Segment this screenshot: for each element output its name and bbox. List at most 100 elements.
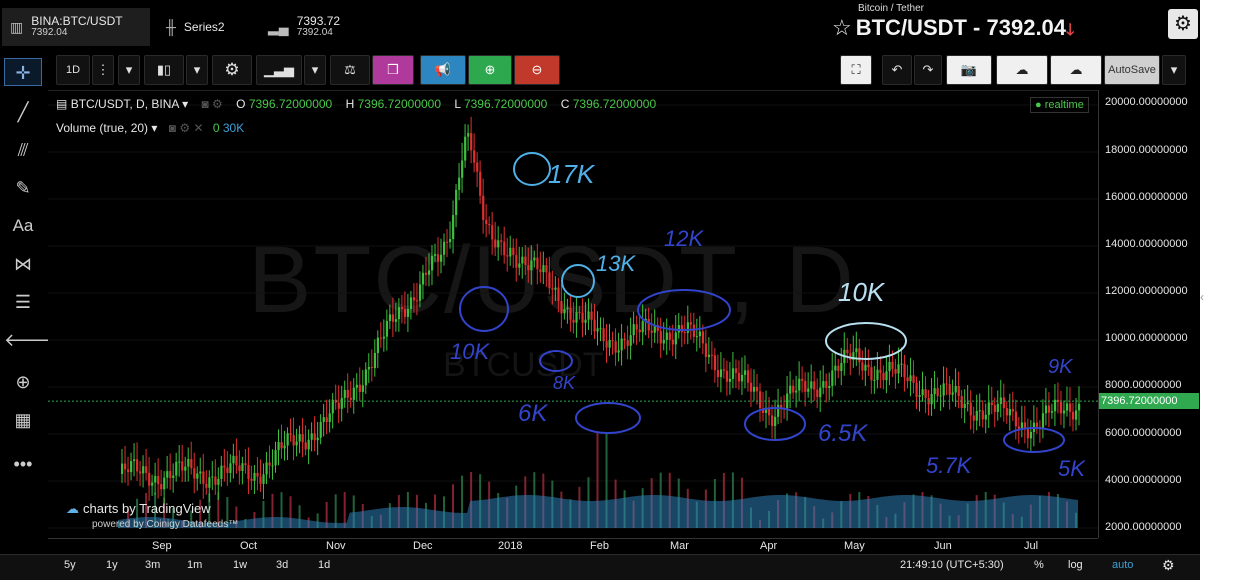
candle-body: [337, 402, 340, 409]
annotation-text: 12K: [664, 226, 704, 251]
candle-body: [446, 241, 449, 243]
fullscreen-icon[interactable]: ⛶: [840, 55, 872, 85]
zoom-icon[interactable]: ⊕: [15, 372, 31, 392]
trend-line-icon[interactable]: ╱: [17, 102, 29, 122]
chart-settings-icon[interactable]: ⚙: [212, 55, 252, 85]
chevron-down-icon[interactable]: ▾: [1162, 55, 1186, 85]
undo-icon[interactable]: ↶: [882, 55, 912, 85]
chevron-down-icon[interactable]: ▾: [151, 121, 158, 135]
percent-toggle[interactable]: %: [1034, 559, 1044, 571]
candle-body: [1002, 397, 1005, 409]
interval-menu-icon[interactable]: ⋮: [92, 55, 114, 85]
candle-body: [719, 369, 723, 378]
tradingview-cloud-icon: ☁: [66, 501, 79, 516]
interval-button[interactable]: 1D: [56, 55, 90, 85]
candle-body: [521, 256, 524, 264]
symbol-watermark: BTC/USDT, D: [248, 227, 856, 333]
range-button[interactable]: 1d: [318, 559, 331, 571]
log-toggle[interactable]: log: [1068, 559, 1083, 571]
candle-body: [545, 265, 548, 273]
volume-settings-icon[interactable]: ◙ ⚙ ✕: [168, 121, 204, 135]
annotation-text: 9K: [1048, 356, 1074, 378]
chart-pane[interactable]: BTC/USDT, D BTCUSDT 17K 12K 13K 10K 10K 9K 8K 6…: [48, 90, 1098, 538]
open-value: 7396.72000000: [248, 97, 333, 111]
range-button[interactable]: 1w: [233, 559, 248, 571]
pattern-icon[interactable]: ⋈: [14, 254, 32, 274]
candle-body: [476, 162, 479, 172]
candle-body: [704, 343, 708, 357]
legend-symbol[interactable]: BTC/USDT, D, BINA: [70, 97, 179, 111]
candle-body: [978, 410, 981, 412]
candle-body: [749, 382, 753, 392]
candle-body: [801, 378, 804, 381]
gear-icon[interactable]: ⚙: [1162, 557, 1175, 573]
buy-up-icon[interactable]: ⊕: [468, 55, 512, 85]
redo-icon[interactable]: ↷: [914, 55, 942, 85]
annotation-circle: [561, 264, 595, 298]
legend-collapse-icon[interactable]: ▤: [56, 97, 68, 111]
cloud-download-icon[interactable]: ☁: [996, 55, 1048, 85]
indicators-icon[interactable]: ▁▃▅: [256, 55, 302, 85]
candle-body: [819, 387, 822, 398]
range-button[interactable]: 3d: [276, 559, 289, 571]
candle-body: [981, 410, 984, 420]
candle-body: [491, 225, 494, 240]
price-label: 16000.00000000: [1105, 191, 1188, 203]
chevron-down-icon[interactable]: ▾: [186, 55, 208, 85]
tradingview-brand[interactable]: ☁ charts by TradingView: [66, 501, 211, 517]
compare-scale-icon[interactable]: ⚖: [330, 55, 370, 85]
auto-toggle[interactable]: auto: [1112, 559, 1134, 571]
candle-body: [199, 471, 202, 474]
candle-body: [891, 361, 894, 369]
more-tools-icon[interactable]: •••: [13, 454, 33, 474]
pitchfork-icon[interactable]: ⫻: [17, 140, 29, 160]
candle-body: [1065, 403, 1069, 411]
price-axis[interactable]: 20000.00000000 18000.00000000 16000.0000…: [1098, 90, 1200, 538]
camera-icon[interactable]: 📷: [946, 55, 992, 85]
annotation-circle: [744, 407, 806, 441]
candle-body: [680, 325, 683, 333]
annotation-text: 6.5K: [818, 420, 868, 447]
legend-settings-icon[interactable]: ◙ ⚙: [201, 97, 223, 111]
chevron-left-icon[interactable]: ‹: [1200, 290, 1204, 304]
chevron-down-icon[interactable]: ▾: [304, 55, 326, 85]
candle-body: [662, 339, 665, 344]
candle-body: [229, 463, 232, 473]
candle-body: [743, 370, 747, 375]
back-arrow-icon[interactable]: 🡐: [4, 330, 53, 350]
candle-body: [587, 311, 590, 320]
star-icon[interactable]: ☆: [832, 15, 852, 40]
autosave-button[interactable]: AutoSave: [1104, 55, 1160, 85]
candle-body: [966, 402, 969, 405]
range-button[interactable]: 1m: [187, 559, 203, 571]
volume-label[interactable]: Volume (true, 20): [56, 121, 149, 135]
measure-icon[interactable]: ☰: [14, 292, 32, 312]
cloud-upload-icon[interactable]: ☁: [1050, 55, 1102, 85]
time-axis[interactable]: Sep Oct Nov Dec 2018 Feb Mar Apr May Jun…: [48, 538, 1098, 554]
candle-body: [789, 385, 792, 394]
range-button[interactable]: 3m: [145, 559, 161, 571]
symbol-tab[interactable]: ▥ BINA:BTC/USDT 7392.04: [2, 8, 150, 46]
quote-tab[interactable]: ▂▄ 7393.72 7392.04: [264, 8, 374, 46]
sell-down-icon[interactable]: ⊖: [514, 55, 560, 85]
series-tab[interactable]: ╫ Series2: [160, 8, 260, 46]
range-button[interactable]: 5y: [64, 559, 76, 571]
chart-type-icon[interactable]: ▮▯: [144, 55, 184, 85]
chevron-down-icon[interactable]: ▾: [118, 55, 140, 85]
ruler-icon[interactable]: ▦: [14, 410, 32, 430]
range-button[interactable]: 1y: [106, 559, 118, 571]
announce-icon[interactable]: 📢: [420, 55, 466, 85]
candle-body: [846, 349, 849, 354]
candle-body: [695, 336, 699, 338]
settings-gear-icon[interactable]: ⚙: [1168, 9, 1198, 39]
chevron-down-icon[interactable]: ▾: [182, 97, 189, 111]
cube-icon[interactable]: ❒: [372, 55, 414, 85]
clock-label[interactable]: 21:49:10 (UTC+5:30): [900, 559, 1004, 571]
crosshair-icon[interactable]: ✛: [4, 58, 42, 86]
annotation-circle: [539, 350, 573, 372]
brush-icon[interactable]: ✎: [15, 178, 31, 198]
text-tool-icon[interactable]: Aa: [12, 216, 34, 235]
candle-body: [897, 364, 900, 374]
candle-body: [163, 477, 166, 490]
